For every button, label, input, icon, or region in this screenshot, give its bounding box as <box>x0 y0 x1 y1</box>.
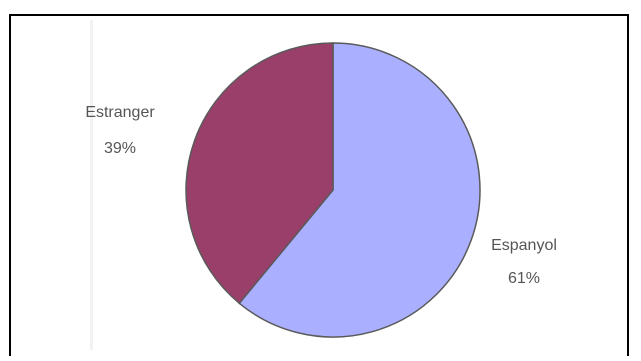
slice-label-estranger-percent: 39% <box>104 140 136 157</box>
slice-label-espanyol-percent: 61% <box>508 270 540 287</box>
pie-slices <box>185 42 481 338</box>
background-divider <box>90 20 93 350</box>
slice-label-espanyol-name: Espanyol <box>491 237 557 254</box>
chart-frame: Estranger 39% Espanyol 61% <box>9 14 629 356</box>
pie-slice-estranger <box>185 42 334 305</box>
pie-slice-espanyol <box>238 42 481 338</box>
pie-labels: Estranger 39% Espanyol 61% <box>85 104 557 287</box>
slice-label-estranger-name: Estranger <box>85 104 155 121</box>
pie-chart: Estranger 39% Espanyol 61% <box>85 42 557 338</box>
